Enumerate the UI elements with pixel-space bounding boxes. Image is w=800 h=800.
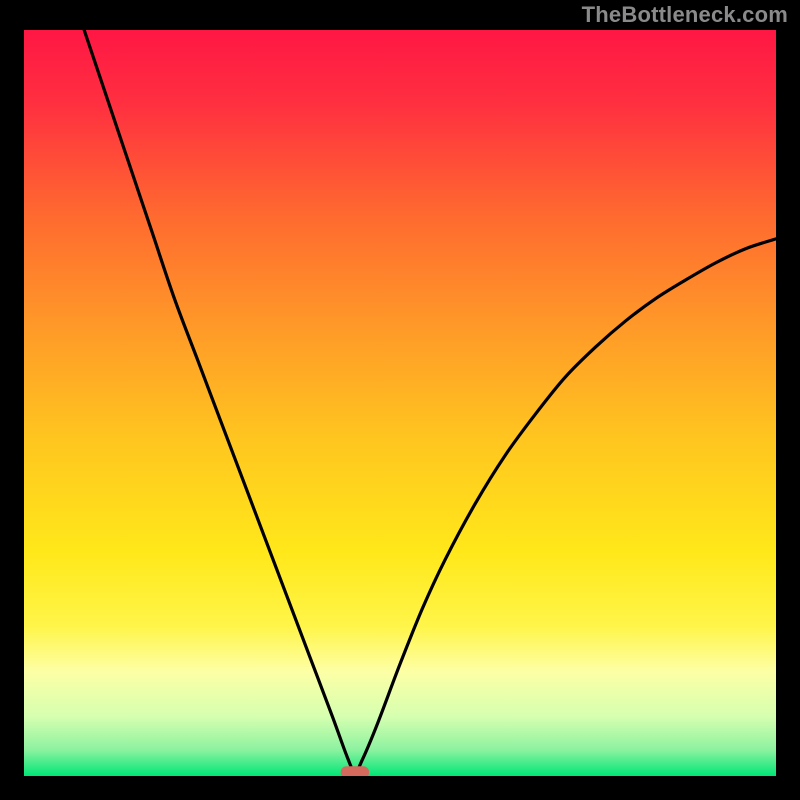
chart-container: TheBottleneck.com xyxy=(0,0,800,800)
watermark-text: TheBottleneck.com xyxy=(582,2,788,28)
bottleneck-chart xyxy=(0,0,800,800)
